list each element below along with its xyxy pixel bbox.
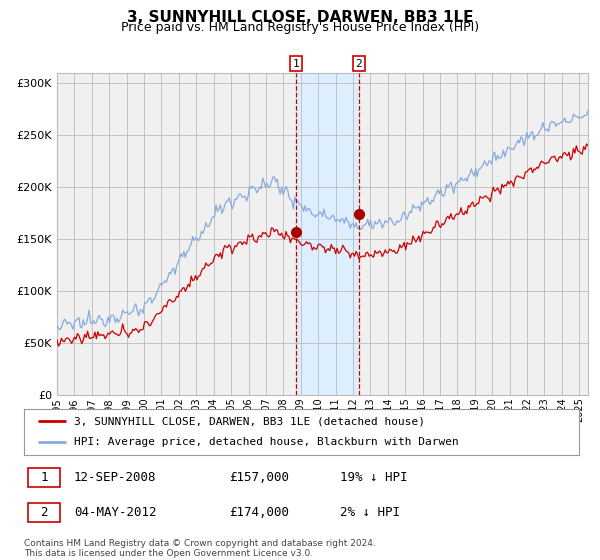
Text: 19% ↓ HPI: 19% ↓ HPI bbox=[340, 471, 408, 484]
Text: HPI: Average price, detached house, Blackburn with Darwen: HPI: Average price, detached house, Blac… bbox=[74, 437, 459, 447]
Text: Price paid vs. HM Land Registry's House Price Index (HPI): Price paid vs. HM Land Registry's House … bbox=[121, 21, 479, 34]
Bar bbox=[296, 73, 359, 395]
Text: 2: 2 bbox=[356, 59, 362, 69]
Text: Contains HM Land Registry data © Crown copyright and database right 2024.
This d: Contains HM Land Registry data © Crown c… bbox=[24, 539, 376, 558]
FancyBboxPatch shape bbox=[28, 503, 60, 522]
Text: 2: 2 bbox=[40, 506, 48, 519]
Text: 3, SUNNYHILL CLOSE, DARWEN, BB3 1LE: 3, SUNNYHILL CLOSE, DARWEN, BB3 1LE bbox=[127, 10, 473, 25]
Text: 04-MAY-2012: 04-MAY-2012 bbox=[74, 506, 157, 519]
FancyBboxPatch shape bbox=[28, 468, 60, 487]
Text: 1: 1 bbox=[292, 59, 299, 69]
Text: 2% ↓ HPI: 2% ↓ HPI bbox=[340, 506, 400, 519]
Text: 1: 1 bbox=[40, 471, 48, 484]
Text: £157,000: £157,000 bbox=[229, 471, 289, 484]
Text: 3, SUNNYHILL CLOSE, DARWEN, BB3 1LE (detached house): 3, SUNNYHILL CLOSE, DARWEN, BB3 1LE (det… bbox=[74, 416, 425, 426]
Text: £174,000: £174,000 bbox=[229, 506, 289, 519]
Text: 12-SEP-2008: 12-SEP-2008 bbox=[74, 471, 157, 484]
